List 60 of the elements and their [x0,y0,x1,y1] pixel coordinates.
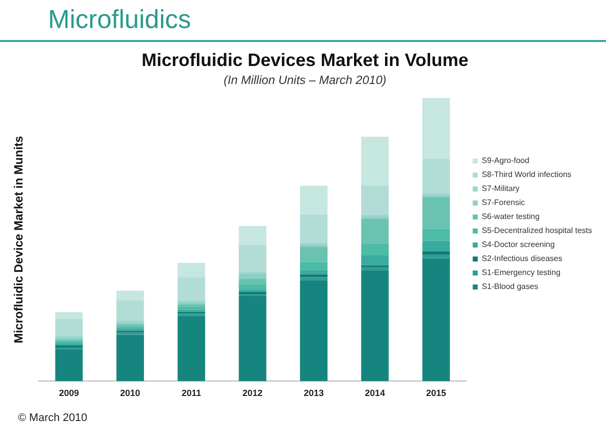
x-tick-label: 2013 [304,388,324,398]
bar [422,251,450,255]
bar [238,244,266,272]
legend-label: S2-Infectious diseases [482,254,562,264]
bar [238,296,266,382]
bar [55,349,83,382]
bar [422,228,450,241]
chart-title: Microfluidic Devices Market in Volume [142,50,468,70]
bar [55,312,83,319]
bar [422,240,450,252]
bar [238,273,266,279]
x-tick-label: 2015 [426,388,446,398]
bar [116,300,144,320]
bar [300,274,328,278]
bar [361,255,389,266]
bar [238,284,266,290]
bar [178,316,206,382]
bar [116,334,144,382]
bar [422,254,450,258]
legend-label: S1-Blood gases [482,282,538,292]
y-axis-title: Microfluidic Device Market in Munits [12,136,26,344]
bar [422,98,450,159]
bar [422,197,450,229]
text: © March 2010 [18,412,88,424]
x-tick-label: 2011 [182,388,202,398]
bar [300,270,328,274]
bar [116,328,144,331]
bar [238,278,266,284]
legend-label: S8-Third World infections [482,170,572,180]
bar [300,246,328,262]
bar [300,262,328,270]
bar [361,136,389,186]
x-tick-label: 2014 [364,388,385,398]
bar [178,304,206,307]
x-tick-label: 2009 [58,388,80,398]
bar [55,318,83,336]
bar [361,270,389,382]
bar [361,185,389,215]
x-tick-label: 2012 [242,388,263,398]
legend-label: S1-Emergency testing [482,268,560,278]
bar [178,262,206,278]
bar [422,158,450,194]
bar [238,226,266,245]
bar [422,258,450,382]
bar [300,214,328,243]
legend-label: S7-Military [482,184,520,194]
legend-label: S7-Forensic [482,198,525,208]
bar [361,218,389,244]
chart-subtitle: (In Million Units – March 2010) [224,73,386,88]
legend-label: S6-water testing [482,212,540,222]
bar [300,186,328,214]
bar [116,290,144,300]
bar [361,244,389,256]
bar [300,280,328,382]
legend-label: S5-Decentralized hospital tests [482,226,592,236]
text: Microfluidics [48,4,192,35]
legend-label: S9-Agro-food [482,156,530,166]
legend-label: S4-Doctor screening [482,240,555,250]
x-tick-label: 2010 [120,388,140,398]
bar [178,278,206,300]
